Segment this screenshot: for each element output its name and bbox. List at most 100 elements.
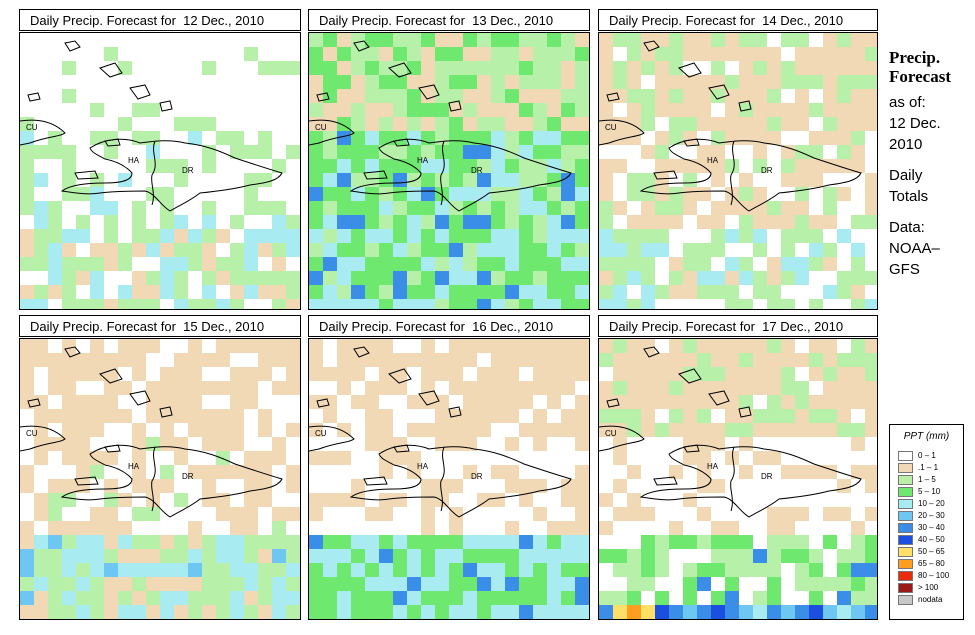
precip-cell bbox=[505, 159, 519, 173]
precip-cell bbox=[146, 479, 160, 493]
precip-cell bbox=[449, 271, 463, 285]
precip-cell bbox=[641, 367, 655, 381]
legend-swatch bbox=[898, 547, 913, 557]
precip-cell bbox=[421, 423, 435, 437]
precip-cell bbox=[20, 299, 34, 309]
precip-cell bbox=[823, 159, 837, 173]
precip-cell bbox=[90, 423, 104, 437]
precip-cell bbox=[491, 103, 505, 117]
precip-cell bbox=[20, 201, 34, 215]
precip-cell bbox=[505, 409, 519, 423]
precip-cell bbox=[365, 577, 379, 591]
precip-cell bbox=[421, 299, 435, 309]
precip-map: CU HA DR bbox=[598, 338, 878, 620]
precip-cell bbox=[104, 299, 118, 309]
precip-cell bbox=[351, 605, 365, 619]
precip-cell bbox=[753, 103, 767, 117]
precip-cell bbox=[407, 591, 421, 605]
precip-cell bbox=[697, 271, 711, 285]
precip-cell bbox=[767, 521, 781, 535]
precip-cell bbox=[641, 173, 655, 187]
precip-cell bbox=[202, 243, 216, 257]
precip-cell bbox=[104, 257, 118, 271]
precip-cell bbox=[767, 451, 781, 465]
precip-cell bbox=[865, 353, 877, 367]
precip-cell bbox=[202, 257, 216, 271]
precip-cell bbox=[823, 187, 837, 201]
precip-cell bbox=[244, 243, 258, 257]
precip-cell bbox=[655, 131, 669, 145]
coastline bbox=[738, 406, 752, 418]
precip-cell bbox=[491, 535, 505, 549]
precip-cell bbox=[533, 591, 547, 605]
precip-cell bbox=[669, 33, 683, 47]
precip-cell bbox=[244, 521, 258, 535]
precip-cell bbox=[533, 131, 547, 145]
precip-cell bbox=[477, 215, 491, 229]
precip-cell bbox=[669, 89, 683, 103]
precip-cell bbox=[323, 47, 337, 61]
precip-cell bbox=[76, 423, 90, 437]
precip-cell bbox=[627, 605, 641, 619]
precip-cell bbox=[575, 61, 589, 75]
precip-cell bbox=[379, 285, 393, 299]
precip-cell bbox=[407, 257, 421, 271]
precip-cell bbox=[739, 215, 753, 229]
precip-cell bbox=[258, 451, 272, 465]
precip-cell bbox=[795, 507, 809, 521]
precip-cell bbox=[48, 577, 62, 591]
precip-cell bbox=[599, 493, 613, 507]
precip-cell bbox=[533, 159, 547, 173]
precip-cell bbox=[104, 549, 118, 563]
precip-cell bbox=[230, 437, 244, 451]
precip-cell bbox=[323, 257, 337, 271]
precip-cell bbox=[188, 367, 202, 381]
precip-cell bbox=[739, 47, 753, 61]
precip-cell bbox=[379, 451, 393, 465]
precip-cell bbox=[669, 215, 683, 229]
precip-cell bbox=[739, 257, 753, 271]
precip-cell bbox=[62, 243, 76, 257]
precip-cell bbox=[258, 479, 272, 493]
precip-cell bbox=[90, 521, 104, 535]
precip-cell bbox=[216, 507, 230, 521]
coastline bbox=[653, 476, 678, 486]
precip-cell bbox=[132, 465, 146, 479]
precip-cell bbox=[449, 61, 463, 75]
precip-cell bbox=[351, 493, 365, 507]
precip-cell bbox=[837, 381, 851, 395]
precip-cell bbox=[575, 493, 589, 507]
coastline bbox=[74, 170, 99, 180]
precip-cell bbox=[230, 465, 244, 479]
precip-cell bbox=[767, 563, 781, 577]
precip-cell bbox=[505, 89, 519, 103]
precip-cell bbox=[20, 521, 34, 535]
precip-cell bbox=[477, 187, 491, 201]
precip-cell bbox=[20, 353, 34, 367]
precip-cell bbox=[753, 285, 767, 299]
precip-cell bbox=[323, 201, 337, 215]
precip-cell bbox=[202, 493, 216, 507]
precip-cell bbox=[393, 75, 407, 89]
precip-cell bbox=[613, 563, 627, 577]
coastline bbox=[27, 92, 41, 102]
country-label-ha: HA bbox=[417, 156, 429, 165]
precip-cell bbox=[795, 423, 809, 437]
precip-cell bbox=[160, 591, 174, 605]
precip-cell bbox=[781, 395, 795, 409]
precip-cell bbox=[809, 299, 823, 309]
precip-cell bbox=[505, 353, 519, 367]
precip-cell bbox=[519, 423, 533, 437]
precip-cell bbox=[132, 367, 146, 381]
precip-cell bbox=[90, 591, 104, 605]
precip-cell bbox=[613, 33, 627, 47]
precip-cell bbox=[851, 75, 865, 89]
precip-cell bbox=[421, 257, 435, 271]
precip-cell bbox=[739, 75, 753, 89]
precip-map: CU HA DR bbox=[19, 338, 301, 620]
precip-cell bbox=[337, 215, 351, 229]
precip-cell bbox=[337, 591, 351, 605]
precip-cell bbox=[627, 131, 641, 145]
precip-cell bbox=[641, 409, 655, 423]
precip-cell bbox=[449, 423, 463, 437]
